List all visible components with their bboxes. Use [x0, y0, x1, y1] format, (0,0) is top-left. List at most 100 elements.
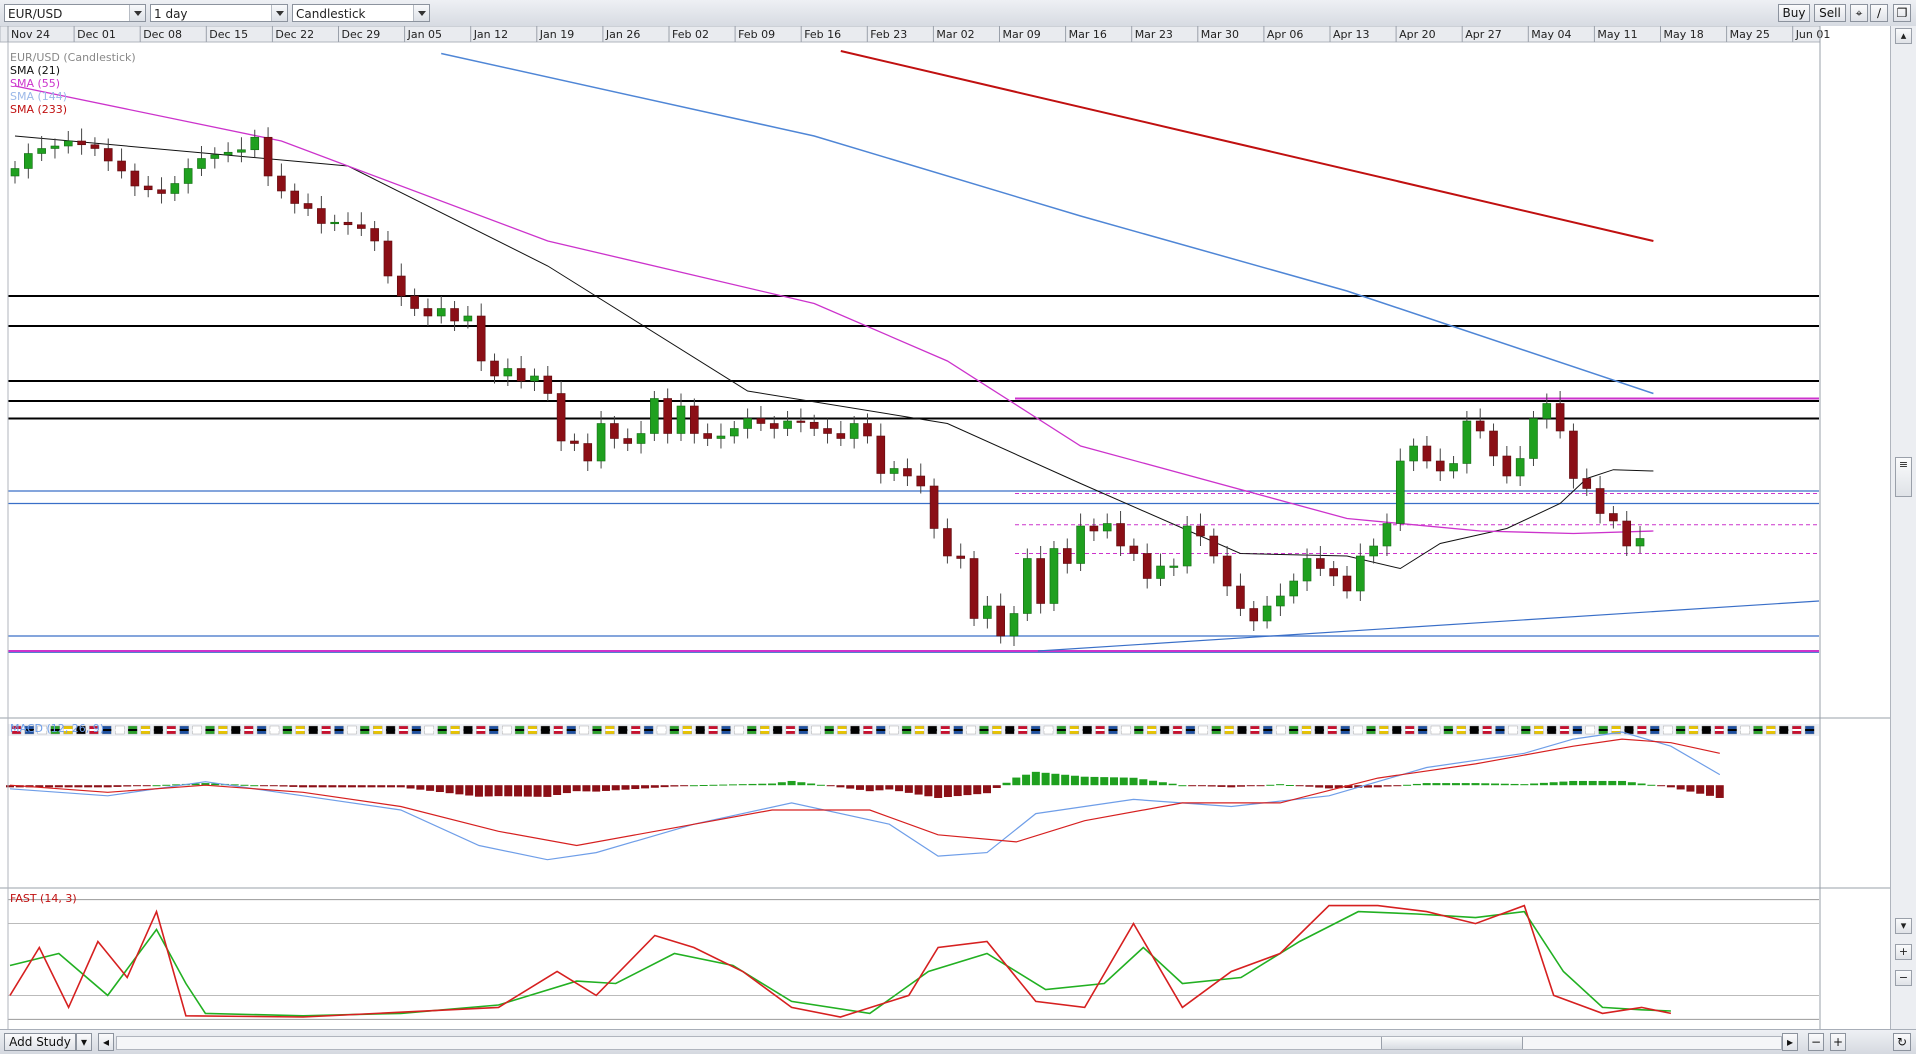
symbol-select[interactable]: EUR/USD	[4, 4, 146, 22]
horizontal-scroll-track[interactable]	[116, 1036, 1782, 1050]
histogram-bar-up	[1637, 783, 1646, 786]
histogram-bar-down	[455, 785, 464, 795]
event-flag-icon	[1263, 725, 1273, 735]
crosshair-tool-button[interactable]: ⌖	[1850, 4, 1868, 22]
histogram-bar-up	[1578, 780, 1587, 786]
event-flag-icon	[24, 725, 35, 735]
event-flag-icon	[321, 725, 331, 735]
candle-down	[157, 189, 166, 194]
histogram-bar-up	[1158, 782, 1167, 786]
chevron-down-icon[interactable]	[129, 5, 145, 21]
zoom-out-button[interactable]: −	[1895, 970, 1912, 986]
histogram-bar-down	[1696, 785, 1705, 794]
histogram-bar-down	[367, 785, 376, 788]
histogram-bar-up	[1608, 780, 1617, 786]
candle-down	[143, 185, 153, 191]
candle-up	[676, 405, 686, 434]
histogram-bar-down	[308, 785, 317, 788]
histogram-bar-up	[1481, 783, 1490, 786]
histogram-bar-down	[1657, 785, 1666, 787]
event-flag-icon	[876, 725, 886, 735]
candle-down	[490, 360, 499, 377]
candle-up	[250, 136, 260, 151]
candle-up	[650, 398, 659, 434]
chevron-down-icon[interactable]	[271, 5, 287, 21]
vertical-scrollbar[interactable]: ▴ ≡ ▾ + −	[1890, 26, 1916, 1029]
chart-type-select[interactable]: Candlestick	[292, 4, 430, 22]
scroll-start-button[interactable]: −	[1808, 1033, 1824, 1051]
sell-button[interactable]: Sell	[1814, 4, 1846, 22]
scroll-thumb[interactable]: ≡	[1895, 457, 1912, 497]
candle-up	[1542, 403, 1552, 419]
histogram-bar-up	[1500, 783, 1509, 786]
reset-button[interactable]: ↻	[1893, 1033, 1911, 1051]
candle-down	[863, 423, 872, 437]
histogram-bar-down	[357, 785, 366, 788]
event-flag-icon	[1237, 725, 1247, 735]
event-flag-icon	[1392, 725, 1402, 735]
candle-up	[1529, 418, 1538, 459]
sma21-line	[14, 135, 1654, 570]
add-study-button[interactable]: Add Study	[4, 1033, 76, 1051]
candle-down	[516, 368, 526, 382]
candle-down	[543, 375, 553, 394]
histogram-bar-down	[855, 785, 864, 790]
histogram-bar-up	[1559, 781, 1568, 786]
histogram-bar-up	[1520, 784, 1529, 786]
candle-down	[1062, 548, 1072, 564]
candle-up	[596, 423, 606, 462]
event-flag-icon	[824, 725, 834, 735]
candle-down	[703, 433, 712, 439]
scroll-down-button[interactable]: ▾	[1895, 918, 1912, 934]
candle-up	[1382, 523, 1392, 547]
histogram-bar-down	[1666, 785, 1675, 788]
candle-down	[317, 208, 326, 224]
event-flag-icon	[1688, 725, 1699, 735]
candle-up	[1356, 555, 1365, 592]
event-flag-icon	[566, 725, 576, 735]
candle-down	[1249, 608, 1259, 622]
interval-select[interactable]: 1 day	[150, 4, 288, 22]
histogram-bar-down	[474, 785, 483, 797]
legend-sma21: SMA (21)	[10, 64, 60, 77]
pencil-icon: ∕	[1876, 6, 1882, 20]
draw-line-tool-button[interactable]: ∕	[1870, 4, 1888, 22]
chart-canvas[interactable]: 1.28001.26001.24001.22001.20001.18001.16…	[0, 26, 1890, 1029]
candle-up	[1276, 595, 1285, 607]
event-flag-icon	[1327, 725, 1338, 735]
histogram-bar-up	[1491, 783, 1500, 786]
scroll-right-button[interactable]: ▸	[1782, 1033, 1798, 1051]
window-button[interactable]: ❐	[1893, 4, 1911, 22]
candle-down	[1342, 575, 1352, 592]
scroll-up-button[interactable]: ▴	[1895, 28, 1912, 44]
scroll-end-button[interactable]: +	[1830, 1033, 1846, 1051]
candle-down	[1609, 513, 1618, 522]
scroll-left-button[interactable]: ◂	[98, 1033, 114, 1051]
candle-up	[1515, 458, 1525, 477]
sma144-line	[441, 52, 1654, 395]
candle-up	[1076, 525, 1085, 564]
histogram-bar-down	[1373, 785, 1382, 788]
candle-down	[77, 140, 86, 146]
histogram-bar-up	[1627, 782, 1636, 786]
histogram-bar-down	[103, 785, 112, 788]
zoom-in-button[interactable]: +	[1895, 944, 1912, 960]
event-flag-icon	[50, 725, 60, 735]
legend-price: EUR/USD (Candlestick)	[10, 51, 136, 64]
candle-up	[1102, 523, 1112, 532]
candle-up	[63, 140, 73, 147]
event-flag-icon	[385, 725, 396, 735]
add-study-dropdown[interactable]: ▾	[76, 1033, 92, 1051]
candle-up	[237, 149, 246, 153]
histogram-bar-up	[191, 783, 200, 786]
histogram-bar-up	[1022, 774, 1031, 786]
buy-button[interactable]: Buy	[1778, 4, 1810, 22]
macd-title: MACD (12, 26, 9)	[10, 722, 104, 735]
chevron-down-icon[interactable]	[413, 5, 429, 21]
event-flag-icon	[527, 725, 538, 735]
candle-down	[103, 148, 113, 162]
date-tick-label: Jun 01	[1795, 28, 1831, 41]
horizontal-scroll-thumb[interactable]	[1381, 1037, 1523, 1049]
date-tick-label: Jan 26	[605, 28, 640, 41]
statusbar: Add Study ▾ ◂ ▸ − + ↻	[0, 1029, 1916, 1054]
